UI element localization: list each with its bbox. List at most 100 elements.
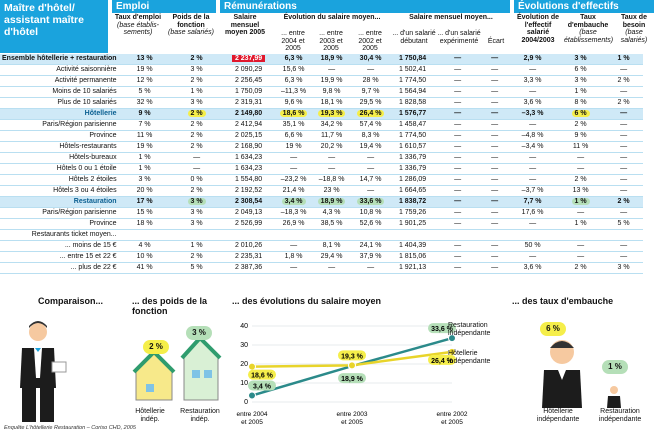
table-cell: 50 % — [508, 240, 557, 252]
table-cell: — — [434, 130, 481, 142]
table-cell: 1 458,47 — [390, 119, 435, 131]
table-cell: 2 % — [170, 141, 223, 153]
table-cell: — — [434, 54, 481, 65]
table-cell — [312, 229, 351, 241]
table-cell: — — [434, 64, 481, 76]
table-cell — [390, 229, 435, 241]
table-cell: 1 634,23 — [222, 152, 275, 164]
table-cell: 18,6 % — [274, 108, 313, 120]
row-label: Paris/Région parisienne — [0, 119, 119, 131]
table-cell: 2 % — [170, 75, 223, 87]
table-cell: 29,4 % — [312, 251, 351, 263]
table-cell: 19,4 % — [350, 141, 391, 153]
table-cell: — — [350, 185, 391, 197]
table-cell: 52,6 % — [350, 218, 391, 230]
table-cell: — — [556, 251, 605, 263]
table-cell: 5 % — [170, 262, 223, 274]
section-evolutions: Évolutions d'effectifs — [514, 0, 654, 13]
table-cell: 13 % — [556, 185, 605, 197]
table-cell: 5 % — [118, 86, 171, 98]
houses-illustration — [132, 335, 222, 401]
row-label: ... plus de 22 € — [0, 262, 119, 274]
table-cell — [508, 229, 557, 241]
table-cell: — — [274, 163, 313, 175]
table-cell: 1 554,80 — [222, 174, 275, 186]
y-tick-label: 0 — [244, 399, 248, 406]
table-cell: 2 % — [556, 174, 605, 186]
col-debutant: ... d'un salarié débutant — [392, 30, 436, 45]
table-cell: 2 025,15 — [222, 130, 275, 142]
table-cell: — — [508, 163, 557, 175]
table-cell: — — [480, 64, 509, 76]
table-cell: 1 610,57 — [390, 141, 435, 153]
table-cell: 1 % — [118, 163, 171, 175]
table-cell: 15,6 % — [274, 64, 313, 76]
table-cell: — — [480, 240, 509, 252]
table-cell: 29,5 % — [350, 97, 391, 109]
data-table: Ensemble hôtellerie + restauration 13 % 2 … — [0, 54, 643, 274]
table-cell: — — [604, 64, 643, 76]
row-label: ... moins de 15 € — [0, 240, 119, 252]
table-cell: 2 % — [170, 119, 223, 131]
table-cell: — — [604, 152, 643, 164]
table-row: Restaurants ticket moyen... — [0, 229, 643, 241]
table-cell: 3 % — [556, 75, 605, 87]
embauche-title: ... des taux d'embauche — [512, 296, 614, 306]
table-cell: — — [480, 97, 509, 109]
table-cell: 5 % — [604, 218, 643, 230]
table-cell: 1 634,23 — [222, 163, 275, 175]
table-cell: 2 % — [556, 119, 605, 131]
col-taux-emploi: Taux d'emploi (base établis-sements) — [114, 14, 162, 37]
poids-restauration-badge: 3 % — [186, 326, 212, 340]
table-cell: — — [508, 86, 557, 98]
table-cell: 2 % — [604, 97, 643, 109]
table-cell: — — [170, 163, 223, 175]
table-cell: — — [434, 108, 481, 120]
poids-hotellerie-badge: 2 % — [143, 340, 169, 354]
table-cell: 7,7 % — [508, 196, 557, 208]
table-cell: — — [480, 163, 509, 175]
data-label: 18,9 % — [341, 376, 364, 383]
poids-title: ... des poids de la fonction — [132, 296, 208, 316]
table-cell: 2 412,94 — [222, 119, 275, 131]
table-cell: — — [604, 86, 643, 98]
table-cell: –18,8 % — [312, 174, 351, 186]
chefs-illustration — [542, 340, 621, 408]
table-row: Paris/Région parisienne 7 % 2 % 2 412,94 35,… — [0, 119, 643, 131]
table-cell: — — [556, 163, 605, 175]
table-cell: 9,6 % — [274, 97, 313, 109]
table-cell: 1 % — [556, 218, 605, 230]
table-cell: 1 564,94 — [390, 86, 435, 98]
col-experimente: ... d'un salarié expérimenté — [437, 30, 481, 45]
table-cell: 2 % — [170, 185, 223, 197]
table-cell: 28 % — [350, 75, 391, 87]
table-cell: — — [556, 207, 605, 219]
table-cell: 10,8 % — [350, 207, 391, 219]
table-cell: 2 237,99 — [222, 54, 275, 65]
col-poids: Poids de la fonction (base salariés) — [168, 14, 214, 37]
table-cell: 2 049,13 — [222, 207, 275, 219]
table-cell: 2 % — [604, 75, 643, 87]
table-cell: 2 % — [170, 251, 223, 263]
table-cell: — — [556, 240, 605, 252]
col-ecart: Écart — [487, 38, 505, 45]
table-cell: — — [434, 163, 481, 175]
source-note: Enquête L'hôtellerie Restauration – Cori… — [4, 425, 136, 431]
table-cell: 1 % — [556, 86, 605, 98]
embauche-restauration-badge: 1 % — [602, 360, 628, 374]
table-cell: 18 % — [118, 218, 171, 230]
row-label: Hôtels 3 ou 4 étoiles — [0, 185, 119, 197]
poids-hotellerie-label: Hôtellerie indép. — [135, 408, 165, 423]
row-label: Restaurants ticket moyen... — [0, 229, 119, 241]
table-cell: 1,8 % — [274, 251, 313, 263]
table-cell: — — [274, 240, 313, 252]
table-cell: — — [312, 152, 351, 164]
table-cell: 3,6 % — [508, 262, 557, 274]
col-evol-2003: ... entre 2003 et 2005 — [319, 30, 343, 53]
table-row: ... entre 15 et 22 €10 % 2 % 2 235,31 1,8 %… — [0, 251, 643, 263]
table-row: Activité saisonnière 19 % 3 % 2 090,29 15,6 … — [0, 64, 643, 76]
col-evol-2002: ... entre 2002 et 2005 — [358, 30, 382, 53]
waiter-illustration — [20, 321, 67, 422]
